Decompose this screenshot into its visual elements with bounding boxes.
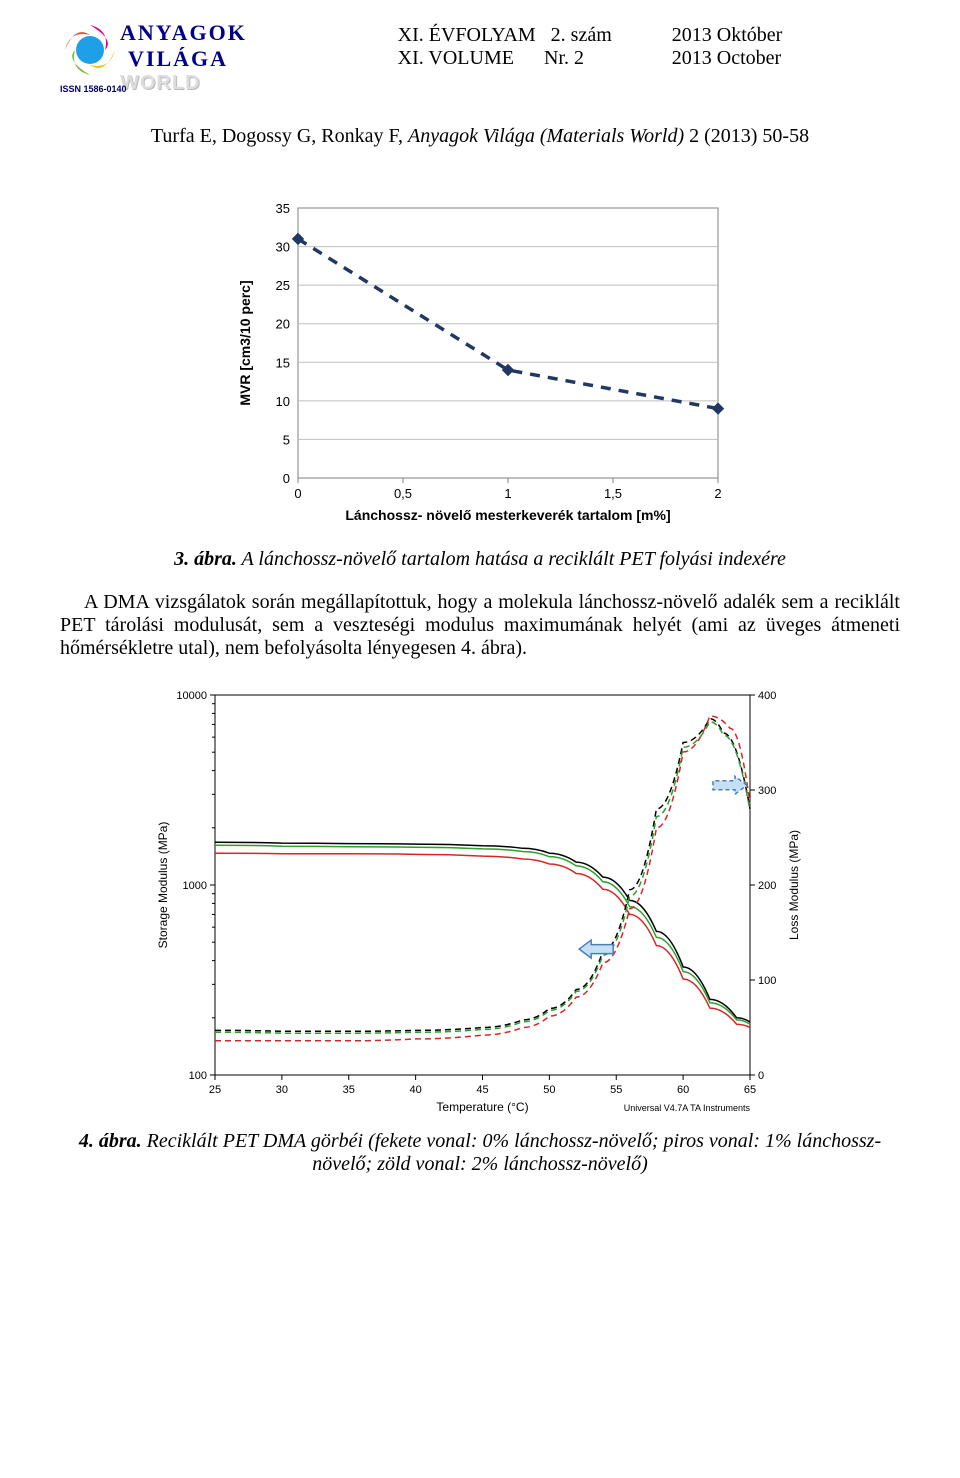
svg-text:MVR [cm3/10 perc]: MVR [cm3/10 perc] bbox=[237, 280, 253, 405]
logo-text: ANYAGOK VILÁGA WORLD bbox=[120, 20, 247, 95]
svg-text:300: 300 bbox=[758, 785, 776, 797]
svg-text:20: 20 bbox=[276, 317, 290, 332]
logo-line3: WORLD bbox=[120, 72, 247, 95]
svg-text:25: 25 bbox=[209, 1084, 221, 1096]
paragraph-1: A DMA vizsgálatok során megállapítottuk,… bbox=[60, 591, 900, 660]
svg-text:0,5: 0,5 bbox=[394, 486, 412, 501]
logo-swirl-icon bbox=[60, 20, 120, 80]
svg-text:0: 0 bbox=[283, 471, 290, 486]
svg-text:Lánchossz- növelő mesterkeveré: Lánchossz- növelő mesterkeverék tartalom… bbox=[345, 507, 670, 523]
svg-text:5: 5 bbox=[283, 432, 290, 447]
citation-line: Turfa E, Dogossy G, Ronkay F, Anyagok Vi… bbox=[60, 125, 900, 148]
svg-text:Temperature (°C): Temperature (°C) bbox=[436, 1100, 528, 1114]
page: ANYAGOK VILÁGA WORLD ISSN 1586-0140 XI. … bbox=[0, 0, 960, 1236]
pub-info-right: 2013 Október 2013 October bbox=[672, 24, 783, 70]
svg-text:45: 45 bbox=[476, 1084, 488, 1096]
svg-text:200: 200 bbox=[758, 880, 776, 892]
logo-line2: VILÁGA bbox=[128, 46, 247, 72]
svg-text:1: 1 bbox=[504, 486, 511, 501]
publication-info: XI. ÉVFOLYAM 2. szám XI. VOLUME Nr. 2 20… bbox=[280, 20, 900, 70]
mvr-chart: 0 5 10 15 20 25 30 35 0 0,5 1 1,5 2 Lánchossz- növelő… bbox=[220, 188, 740, 528]
svg-text:1000: 1000 bbox=[183, 880, 207, 892]
svg-text:100: 100 bbox=[189, 1070, 207, 1082]
caption-label: 3. ábra. bbox=[174, 548, 237, 570]
citation-journal: Anyagok Világa (Materials World) bbox=[408, 125, 684, 147]
svg-text:0: 0 bbox=[758, 1070, 764, 1082]
svg-text:100: 100 bbox=[758, 975, 776, 987]
page-header: ANYAGOK VILÁGA WORLD ISSN 1586-0140 XI. … bbox=[60, 20, 900, 95]
svg-text:10: 10 bbox=[276, 394, 290, 409]
svg-text:Loss Modulus (MPa): Loss Modulus (MPa) bbox=[787, 830, 801, 940]
svg-text:35: 35 bbox=[276, 201, 290, 216]
svg-text:1,5: 1,5 bbox=[604, 486, 622, 501]
dma-chart: 25 30 35 40 45 50 55 60 65 100 1000 10000 0 100 200 300… bbox=[140, 680, 820, 1120]
caption-text: A lánchossz-növelő tartalom hatása a rec… bbox=[237, 548, 786, 570]
svg-text:Storage Modulus (MPa): Storage Modulus (MPa) bbox=[156, 822, 170, 949]
logo-line1: ANYAGOK bbox=[120, 20, 247, 46]
journal-logo: ANYAGOK VILÁGA WORLD ISSN 1586-0140 bbox=[60, 20, 260, 95]
caption-label: 4. ábra. bbox=[79, 1130, 142, 1152]
svg-text:60: 60 bbox=[677, 1084, 689, 1096]
svg-text:Universal V4.7A TA Instruments: Universal V4.7A TA Instruments bbox=[624, 1103, 751, 1113]
pub-info-left: XI. ÉVFOLYAM 2. szám XI. VOLUME Nr. 2 bbox=[398, 24, 612, 70]
svg-text:0: 0 bbox=[294, 486, 301, 501]
figure-3-caption: 3. ábra. A lánchossz-növelő tartalom hat… bbox=[60, 548, 900, 571]
issn-label: ISSN 1586-0140 bbox=[60, 84, 127, 94]
svg-text:25: 25 bbox=[276, 278, 290, 293]
svg-text:55: 55 bbox=[610, 1084, 622, 1096]
svg-text:30: 30 bbox=[276, 240, 290, 255]
figure-3: 0 5 10 15 20 25 30 35 0 0,5 1 1,5 2 Lánchossz- növelő… bbox=[60, 188, 900, 528]
svg-text:10000: 10000 bbox=[176, 690, 207, 702]
svg-text:35: 35 bbox=[343, 1084, 355, 1096]
citation-suffix: 2 (2013) 50-58 bbox=[684, 125, 809, 147]
figure-4-caption: 4. ábra. Reciklált PET DMA görbéi (feket… bbox=[60, 1130, 900, 1176]
figure-4: 25 30 35 40 45 50 55 60 65 100 1000 10000 0 100 200 300… bbox=[60, 680, 900, 1120]
svg-text:50: 50 bbox=[543, 1084, 555, 1096]
svg-text:65: 65 bbox=[744, 1084, 756, 1096]
svg-text:30: 30 bbox=[276, 1084, 288, 1096]
citation-authors: Turfa E, Dogossy G, Ronkay F, bbox=[151, 125, 408, 147]
svg-text:40: 40 bbox=[410, 1084, 422, 1096]
svg-text:400: 400 bbox=[758, 690, 776, 702]
caption-text: Reciklált PET DMA görbéi (fekete vonal: … bbox=[142, 1130, 881, 1175]
svg-text:15: 15 bbox=[276, 355, 290, 370]
svg-text:2: 2 bbox=[714, 486, 721, 501]
